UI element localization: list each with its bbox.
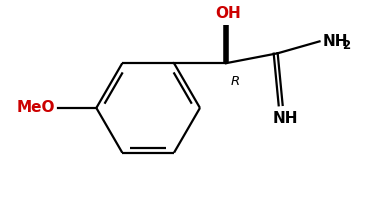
Text: OH: OH: [215, 6, 241, 20]
Text: MeO: MeO: [17, 100, 56, 115]
Text: NH: NH: [322, 34, 348, 49]
Text: 2: 2: [342, 39, 351, 52]
Text: R: R: [231, 75, 240, 88]
Text: NH: NH: [273, 111, 298, 126]
